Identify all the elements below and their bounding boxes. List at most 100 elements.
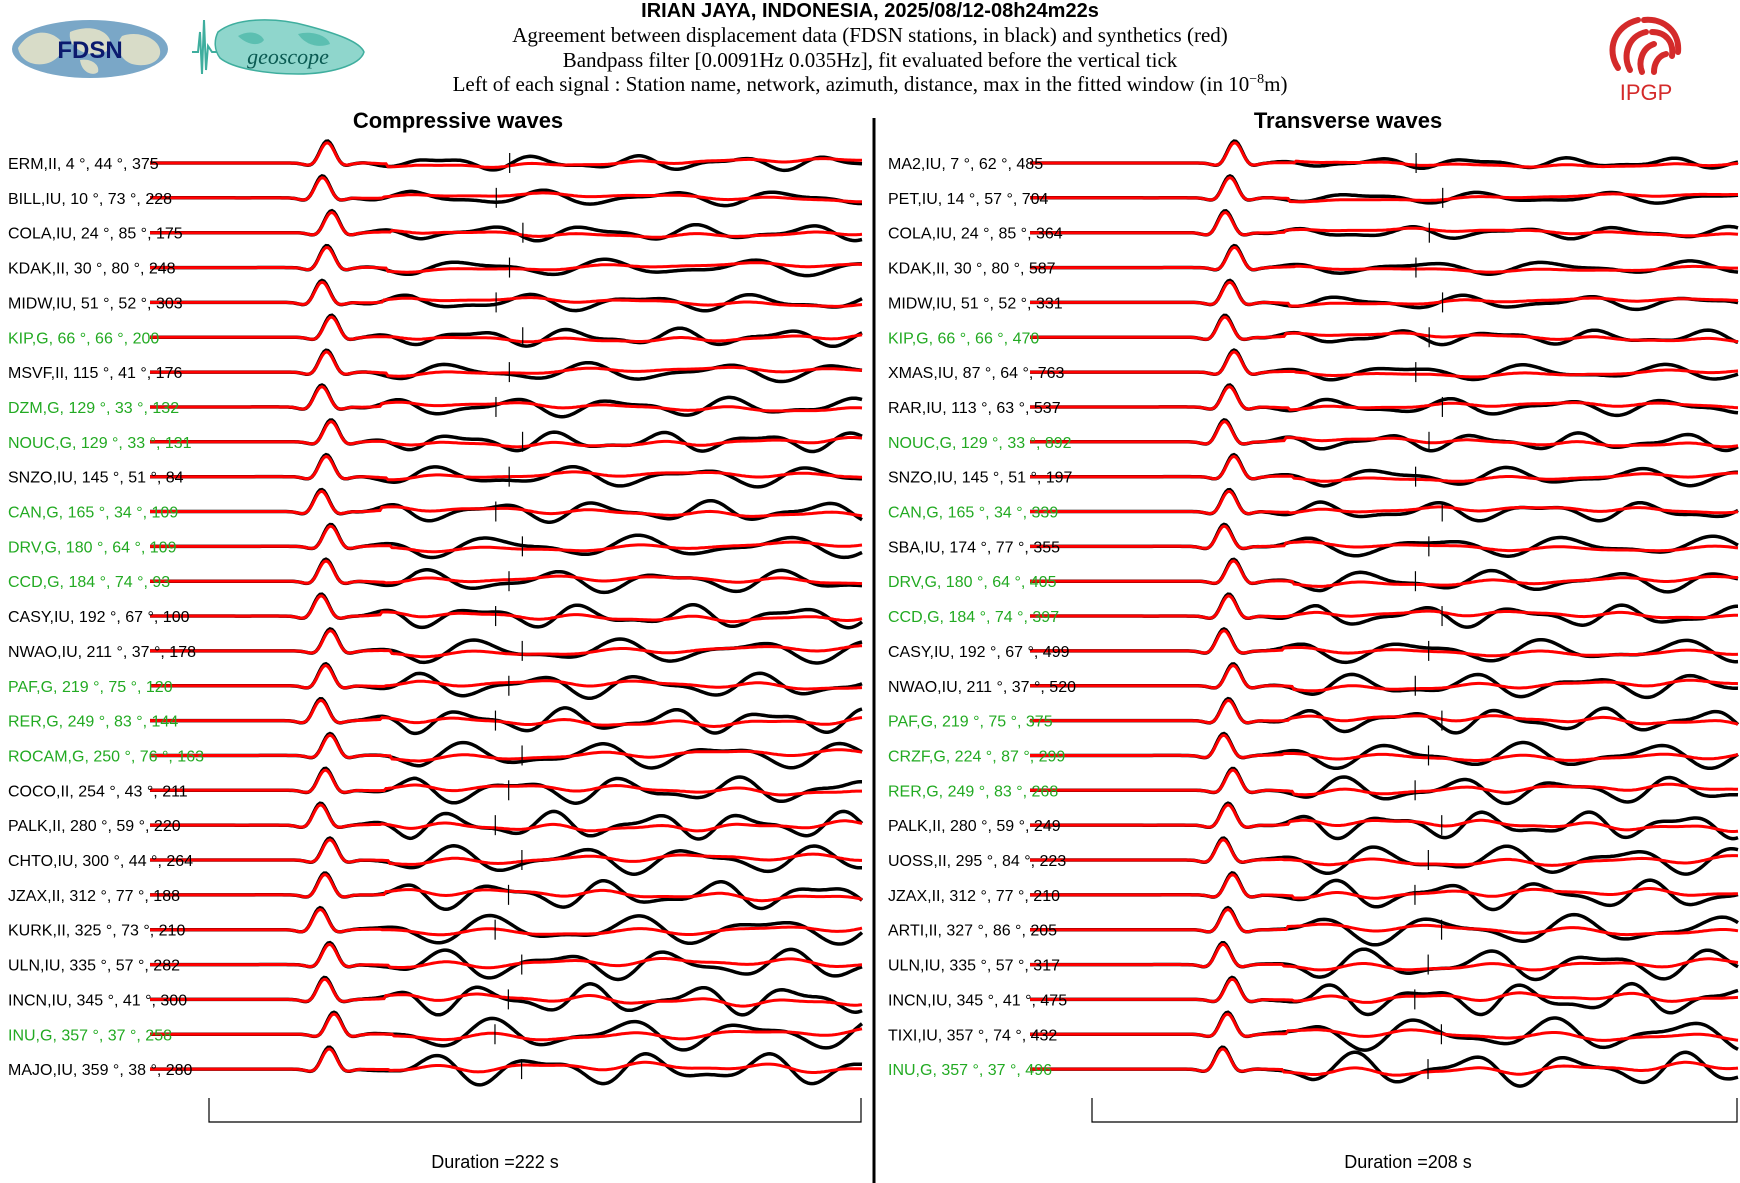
compressive-data-trace [150,243,862,278]
compressive-station-label: PAF,G, 219 °, 75 °, 120 [8,679,173,696]
compressive-synthetic-trace [150,1012,863,1042]
compressive-station-label: CASY,IU, 192 °, 67 °, 100 [8,609,190,626]
transverse-data-trace [1030,836,1739,876]
transverse-station-label: INCN,IU, 345 °, 41 °, 475 [888,992,1067,1009]
transverse-synthetic-trace [1030,733,1739,762]
transverse-synthetic-trace [1030,907,1739,937]
transverse-duration-label: Duration =208 s [1344,1152,1472,1172]
compressive-station-label: INCN,IU, 345 °, 41 °, 300 [8,992,187,1009]
transverse-station-label: PET,IU, 14 °, 57 °, 704 [888,191,1049,208]
compressive-data-trace [150,313,863,349]
transverse-station-label: COLA,IU, 24 °, 85 °, 364 [888,226,1063,243]
compressive-synthetic-trace [150,141,862,169]
transverse-synthetic-trace [1030,245,1738,274]
compressive-synthetic-trace [150,838,862,866]
transverse-synthetic-trace [1030,385,1739,412]
compressive-data-trace [150,661,863,700]
compressive-synthetic-trace [150,420,863,449]
transverse-station-label: DRV,G, 180 °, 64 °, 405 [888,574,1057,591]
transverse-synthetic-trace [1030,803,1739,833]
compressive-station-label: RER,G, 249 °, 83 °, 144 [8,714,178,731]
compressive-station-label: NWAO,IU, 211 °, 37 °, 178 [8,644,196,661]
subtitle-line-1: Agreement between displacement data (FDS… [512,23,1228,47]
subtitle-line-2: Bandpass filter [0.0091Hz 0.035Hz], fit … [562,48,1178,72]
compressive-synthetic-trace [150,663,863,691]
compressive-panel-title: Compressive waves [353,108,563,133]
compressive-synthetic-trace [150,803,863,833]
compressive-station-label: BILL,IU, 10 °, 73 °, 228 [8,191,172,208]
compressive-data-trace [150,801,864,841]
compressive-synthetic-trace [150,768,862,797]
transverse-data-trace [1030,975,1739,1017]
transverse-data-trace [1030,592,1738,629]
geoscope-logo-text: geoscope [247,44,329,69]
compressive-synthetic-trace [150,315,863,344]
ipgp-logo: IPGP [1596,8,1696,113]
compressive-station-label: DZM,G, 129 °, 33 °, 132 [8,400,179,417]
compressive-station-label: INU,G, 357 °, 37 °, 258 [8,1027,172,1044]
transverse-data-trace [1030,487,1739,523]
compressive-station-label: COCO,II, 254 °, 43 °, 211 [8,783,188,800]
transverse-panel: MA2,IU, 7 °, 62 °, 485 PET,IU, 14 °, 57 °… [888,139,1740,1088]
compressive-station-label: MSVF,II, 115 °, 41 °, 176 [8,365,182,382]
transverse-synthetic-trace [1030,454,1738,483]
transverse-data-trace [1030,941,1739,982]
compressive-synthetic-trace [150,594,863,624]
compressive-synthetic-trace [150,385,863,413]
transverse-station-label: NWAO,IU, 211 °, 37 °, 520 [888,679,1076,696]
transverse-synthetic-trace [1030,490,1739,516]
transverse-synthetic-trace [1030,350,1739,379]
compressive-data-trace [150,905,864,946]
compressive-data-trace [150,940,863,982]
transverse-station-label: KIP,G, 66 °, 66 °, 470 [888,330,1039,347]
transverse-synthetic-trace [1030,664,1739,693]
transverse-synthetic-trace [1030,559,1739,588]
transverse-synthetic-trace [1030,141,1739,169]
compressive-synthetic-trace [150,176,862,204]
transverse-synthetic-trace [1030,977,1739,1004]
transverse-station-label: RER,G, 249 °, 83 °, 268 [888,783,1058,800]
compressive-station-label: KDAK,II, 30 °, 80 °, 248 [8,261,176,278]
compressive-data-trace [150,836,862,876]
page-title: IRIAN JAYA, INDONESIA, 2025/08/12-08h24m… [641,0,1099,22]
transverse-data-trace [1030,1045,1739,1088]
fdsn-logo-text: FDSN [57,37,122,64]
transverse-synthetic-trace [1030,315,1739,343]
transverse-station-label: MIDW,IU, 51 °, 52 °, 331 [888,295,1063,312]
compressive-synthetic-trace [150,524,863,554]
ipgp-logo-text: IPGP [1620,80,1673,105]
transverse-data-trace [1030,731,1739,771]
compressive-data-trace [150,383,863,419]
subtitle-line-3: Left of each signal : Station name, netw… [0,72,1740,97]
compressive-synthetic-trace [150,733,863,763]
transverse-station-label: TIXI,IU, 357 °, 74 °, 432 [888,1027,1057,1044]
transverse-synthetic-trace [1030,524,1739,553]
compressive-synthetic-trace [150,280,863,308]
transverse-synthetic-trace [1030,280,1739,308]
transverse-station-label: CAN,G, 165 °, 34 °, 339 [888,505,1058,522]
compressive-synthetic-trace [150,907,863,937]
compressive-synthetic-trace [150,698,863,729]
transverse-synthetic-trace [1030,838,1739,867]
transverse-synthetic-trace [1030,943,1739,972]
transverse-synthetic-trace [1030,629,1739,658]
compressive-station-label: ULN,IU, 335 °, 57 °, 282 [8,958,180,975]
subtitle-line-3-text: Left of each signal : Station name, netw… [452,72,1250,96]
compressive-station-label: ROCAM,G, 250 °, 76 °, 163 [8,748,204,765]
compressive-synthetic-trace [150,873,863,903]
transverse-synthetic-trace [1030,420,1739,449]
transverse-data-trace [1030,662,1739,700]
transverse-station-label: KDAK,II, 30 °, 80 °, 587 [888,261,1056,278]
transverse-synthetic-trace [1030,175,1738,204]
compressive-station-label: KURK,II, 325 °, 73 °, 210 [8,923,185,940]
compressive-data-trace [150,592,864,630]
transverse-data-trace [1030,348,1739,382]
compressive-synthetic-trace [150,1047,863,1074]
compressive-station-label: JZAX,II, 312 °, 77 °, 188 [8,888,180,905]
transverse-station-label: ULN,IU, 335 °, 57 °, 317 [888,958,1060,975]
transverse-station-label: CASY,IU, 192 °, 67 °, 499 [888,644,1070,661]
subtitle-line-3-unit: m) [1264,72,1288,96]
compressive-station-label: PALK,II, 280 °, 59 °, 220 [8,818,181,835]
fdsn-logo: FDSN [10,18,170,85]
